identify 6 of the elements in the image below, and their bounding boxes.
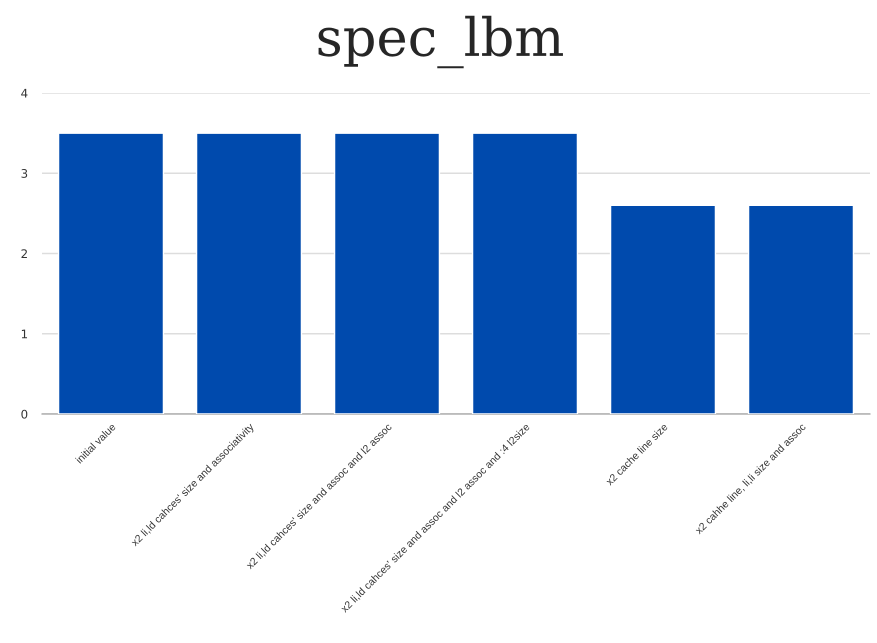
chart-title: spec_lbm xyxy=(318,16,563,68)
y-tick-label: 2 xyxy=(21,249,27,258)
y-tick-label: 1 xyxy=(22,330,28,338)
y-tick-label: 4 xyxy=(21,88,28,98)
y-tick-label: 3 xyxy=(22,168,28,178)
y-tick-label: 0 xyxy=(21,410,28,419)
